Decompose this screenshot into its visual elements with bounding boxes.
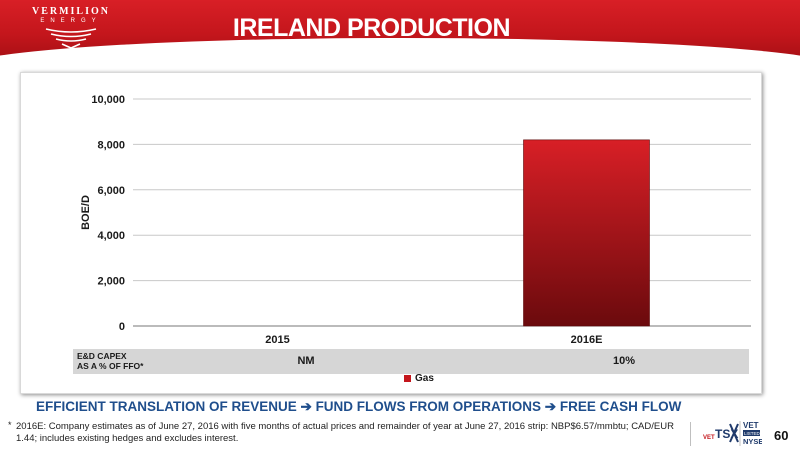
ticker-exchange2: NYSE (743, 437, 762, 446)
capex-label-line2: AS A % OF FFO* (77, 361, 144, 371)
page-title: IRELAND PRODUCTION (232, 14, 511, 42)
capex-label-line1: E&D CAPEX (77, 351, 127, 361)
footer-divider (690, 422, 691, 446)
ticker-prefix: VET (703, 435, 715, 441)
logo-emblem-icon (45, 28, 97, 49)
capex-value-2015: NM (297, 355, 315, 367)
chart-legend: Gas (404, 373, 434, 384)
y-tick-label: 4,000 (97, 230, 125, 242)
legend-swatch-gas (404, 375, 411, 382)
capex-row: E&D CAPEX AS A % OF FFO* NM 10% (73, 349, 749, 374)
logo-name: VERMILION (31, 6, 110, 17)
ticker-listed: LISTED (744, 431, 761, 436)
vermilion-logo: VERMILION ENERGY (16, 6, 126, 66)
x-tick-label: 2016E (571, 334, 603, 346)
y-tick-label: 8,000 (97, 139, 125, 151)
ticker-x-mark (729, 423, 739, 443)
logo-sub: ENERGY (40, 18, 102, 24)
bar-chart: 0 2,000 4,000 6,000 8,000 10,000 BOE/D 2015 2016… (80, 94, 751, 346)
y-tick-label: 0 (119, 321, 125, 333)
y-tick-label: 10,000 (91, 94, 125, 106)
legend-label-gas: Gas (415, 373, 434, 384)
y-tick-label: 6,000 (97, 185, 125, 197)
page-number: 60 (774, 428, 789, 443)
footnote-text: 2016E: Company estimates as of June 27, … (16, 421, 674, 444)
bar-gas-2016E (523, 139, 650, 327)
y-axis-label: BOE/D (80, 195, 92, 230)
tagline: EFFICIENT TRANSLATION OF REVENUE ➔ FUND … (36, 399, 682, 414)
capex-label: E&D CAPEX AS A % OF FFO* (77, 351, 167, 371)
ticker-symbol: VET (743, 421, 759, 430)
footnote-marker: * (8, 420, 12, 430)
footnote: * 2016E: Company estimates as of June 27… (8, 420, 678, 445)
capex-value-2016e: 10% (612, 355, 636, 367)
ticker-logo: VET TSX VET LISTED NYSE (703, 421, 762, 446)
y-tick-label: 2,000 (97, 276, 125, 288)
chart-panel: 0 2,000 4,000 6,000 8,000 10,000 BOE/D 2015 2016… (20, 72, 762, 394)
x-tick-label: 2015 (265, 334, 289, 346)
